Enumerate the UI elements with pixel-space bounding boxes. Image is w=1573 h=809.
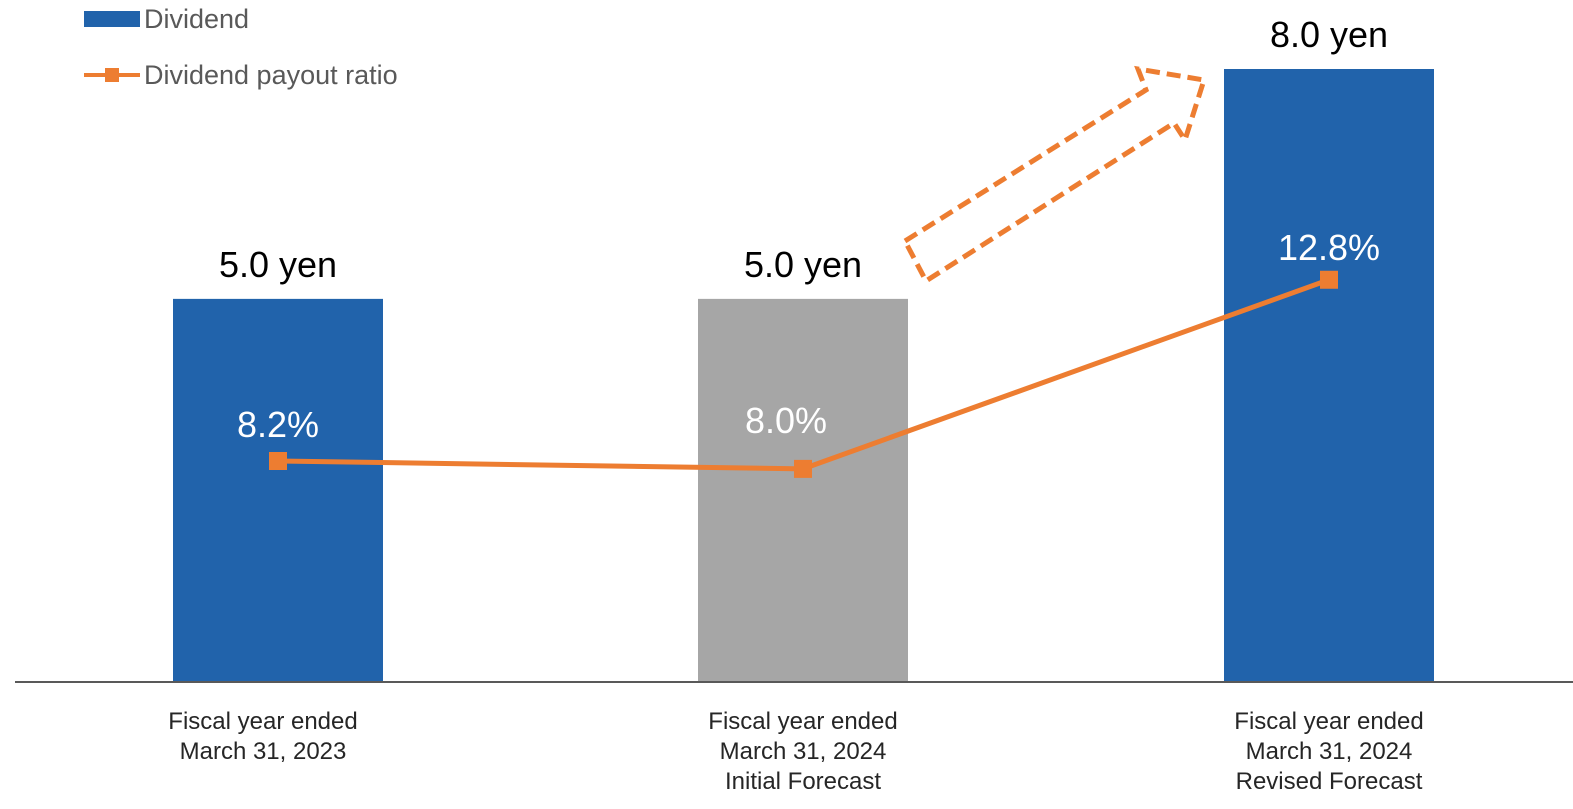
- dividend-bar-3: [1224, 69, 1434, 682]
- dividend-value-label-2: 5.0 yen: [744, 244, 862, 285]
- category-label-line: March 31, 2023: [179, 738, 347, 765]
- category-label-line: Initial Forecast: [724, 768, 882, 795]
- legend-item-dividend: Dividend: [84, 4, 249, 35]
- legend-swatch-dividend: [84, 10, 140, 27]
- dividend-value-label-3: 8.0 yen: [1270, 14, 1388, 55]
- payout-ratio-label-3: 12.8%: [1278, 227, 1380, 268]
- dividend-bar-1: [173, 298, 383, 682]
- payout-ratio-label-1: 8.2%: [237, 404, 319, 445]
- category-label-line: Fiscal year ended: [708, 708, 898, 735]
- increase-arrow-annotation: [901, 65, 1208, 285]
- legend-item-payout-ratio: Dividend payout ratio: [84, 60, 398, 91]
- dividend-bar-2: [698, 298, 908, 682]
- category-label-line: Fiscal year ended: [1234, 708, 1424, 735]
- legend-label-payout-ratio: Dividend payout ratio: [144, 60, 398, 90]
- category-label-1: Fiscal year ended March 31, 2023: [103, 707, 423, 767]
- category-label-2: Fiscal year ended March 31, 2024 Initial F…: [643, 707, 963, 797]
- category-label-line: March 31, 2024: [719, 738, 887, 765]
- payout-ratio-marker-2: [794, 459, 812, 478]
- category-label-3: Fiscal year ended March 31, 2024 Revised F…: [1169, 707, 1489, 797]
- category-label-line: Fiscal year ended: [168, 708, 358, 735]
- legend-label-dividend: Dividend: [144, 4, 250, 34]
- payout-ratio-label-2: 8.0%: [745, 400, 827, 441]
- legend-swatch-payout-ratio: [84, 66, 140, 84]
- dividend-value-label-1: 5.0 yen: [219, 244, 337, 285]
- category-label-line: March 31, 2024: [1245, 738, 1413, 765]
- payout-ratio-marker-1: [269, 452, 287, 470]
- payout-ratio-marker-3: [1320, 270, 1338, 289]
- category-label-line: Revised Forecast: [1235, 768, 1423, 795]
